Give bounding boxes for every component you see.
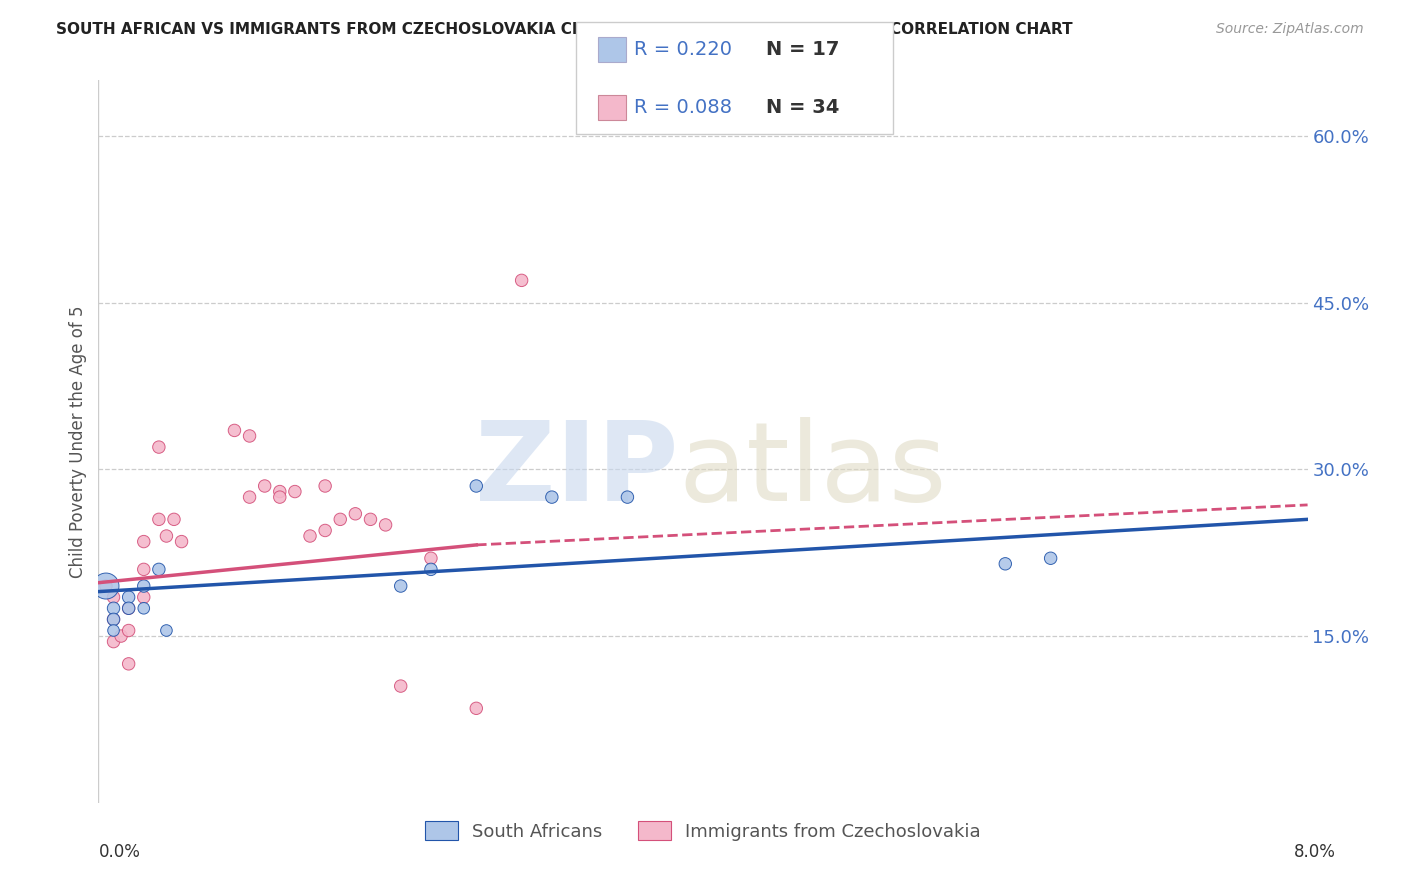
Text: 0.0%: 0.0% xyxy=(98,843,141,861)
Point xyxy=(110,629,132,643)
Point xyxy=(118,657,141,671)
Point xyxy=(465,701,488,715)
Point xyxy=(269,490,291,504)
Point xyxy=(269,484,291,499)
Point xyxy=(132,534,155,549)
Point xyxy=(239,490,262,504)
Point xyxy=(616,490,638,504)
Point xyxy=(314,479,336,493)
Legend: South Africans, Immigrants from Czechoslovakia: South Africans, Immigrants from Czechosl… xyxy=(418,814,988,848)
Point xyxy=(510,273,533,287)
Point xyxy=(420,551,443,566)
Point xyxy=(94,579,117,593)
Point xyxy=(132,590,155,604)
Point xyxy=(132,579,155,593)
Point xyxy=(118,624,141,638)
Point xyxy=(253,479,276,493)
Text: ZIP: ZIP xyxy=(475,417,679,524)
Point xyxy=(299,529,322,543)
Point xyxy=(329,512,352,526)
Point xyxy=(284,484,307,499)
Text: 8.0%: 8.0% xyxy=(1294,843,1336,861)
Text: SOUTH AFRICAN VS IMMIGRANTS FROM CZECHOSLOVAKIA CHILD POVERTY UNDER THE AGE OF 5: SOUTH AFRICAN VS IMMIGRANTS FROM CZECHOS… xyxy=(56,22,1073,37)
Point xyxy=(994,557,1017,571)
Point xyxy=(118,590,141,604)
Point xyxy=(103,624,125,638)
Point xyxy=(314,524,336,538)
Point xyxy=(132,562,155,576)
Text: R = 0.088: R = 0.088 xyxy=(634,98,733,118)
Text: N = 34: N = 34 xyxy=(766,98,839,118)
Text: Source: ZipAtlas.com: Source: ZipAtlas.com xyxy=(1216,22,1364,37)
Point xyxy=(344,507,367,521)
Point xyxy=(118,601,141,615)
Point xyxy=(103,612,125,626)
Y-axis label: Child Poverty Under the Age of 5: Child Poverty Under the Age of 5 xyxy=(69,305,87,578)
Point xyxy=(360,512,382,526)
Point xyxy=(148,440,170,454)
Text: N = 17: N = 17 xyxy=(766,40,839,60)
Point xyxy=(389,679,412,693)
Point xyxy=(389,579,412,593)
Point xyxy=(155,529,177,543)
Point xyxy=(224,424,246,438)
Text: R = 0.220: R = 0.220 xyxy=(634,40,733,60)
Point xyxy=(465,479,488,493)
Point xyxy=(103,634,125,648)
Point xyxy=(103,601,125,615)
Point xyxy=(540,490,562,504)
Point xyxy=(132,601,155,615)
Point xyxy=(148,562,170,576)
Point xyxy=(170,534,193,549)
Point xyxy=(94,579,117,593)
Point xyxy=(420,562,443,576)
Point xyxy=(1039,551,1062,566)
Text: atlas: atlas xyxy=(679,417,948,524)
Point xyxy=(239,429,262,443)
Point xyxy=(148,512,170,526)
Point xyxy=(374,517,396,532)
Point xyxy=(163,512,186,526)
Point xyxy=(118,601,141,615)
Point xyxy=(103,612,125,626)
Point xyxy=(103,590,125,604)
Point xyxy=(155,624,177,638)
